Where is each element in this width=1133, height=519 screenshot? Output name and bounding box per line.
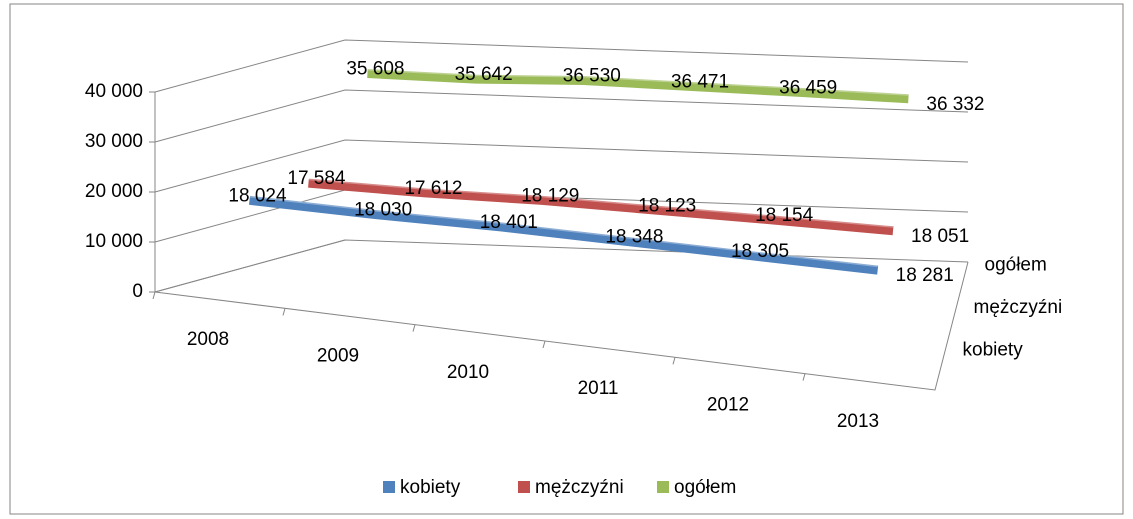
x-tick-label: 2010	[447, 362, 489, 383]
data-label: 18 123	[638, 195, 696, 216]
data-label: 18 401	[480, 212, 538, 233]
series-ribbon-edge	[249, 195, 878, 268]
series-ribbon	[308, 178, 894, 236]
data-label: 18 305	[731, 241, 789, 262]
data-label: 35 608	[346, 59, 404, 80]
y-tick-label: 20 000	[85, 181, 143, 202]
x-tick	[542, 340, 546, 349]
x-tick	[282, 308, 286, 316]
x-tick-label: 2012	[707, 395, 749, 416]
data-label: 36 471	[671, 72, 729, 93]
data-label: 36 332	[926, 94, 984, 115]
y-tick-label: 0	[132, 281, 143, 302]
x-tick	[802, 373, 806, 381]
legend-swatch	[383, 481, 395, 493]
data-label: 17 612	[404, 178, 462, 199]
data-label: 36 459	[779, 77, 837, 98]
x-tick-label: 2008	[187, 329, 229, 350]
data-label: 18 129	[521, 185, 579, 206]
chart-border	[9, 3, 1124, 515]
data-label: 35 642	[455, 64, 513, 85]
data-label: 18 281	[896, 265, 954, 286]
depth-tick-label: kobiety	[963, 340, 1024, 361]
data-label: 18 154	[755, 205, 814, 226]
data-label: 18 030	[354, 200, 412, 221]
y-tick-label: 10 000	[85, 231, 143, 252]
grid-line	[154, 39, 969, 93]
legend-label: mężczyźni	[535, 477, 624, 498]
data-label: 18 024	[228, 185, 287, 206]
grid-line	[154, 139, 969, 193]
series-ribbon	[248, 195, 879, 275]
x-tick-label: 2011	[578, 378, 619, 399]
grid-line	[154, 89, 969, 143]
data-label: 18 051	[911, 226, 969, 247]
x-tick	[672, 357, 676, 365]
y-tick-label: 30 000	[85, 131, 143, 152]
data-label: 36 530	[563, 65, 621, 86]
legend-swatch	[657, 481, 669, 493]
legend-swatch	[518, 481, 530, 493]
legend-label: kobiety	[400, 477, 461, 498]
x-tick-label: 2009	[317, 346, 359, 367]
data-label: 17 584	[287, 168, 346, 189]
data-label: 18 348	[605, 226, 663, 247]
depth-tick-label: mężczyźni	[974, 297, 1063, 318]
series-ribbon	[367, 69, 909, 104]
x-tick	[412, 324, 416, 332]
depth-tick-label: ogółem	[985, 254, 1047, 275]
y-tick-label: 40 000	[85, 81, 143, 102]
legend-label: ogółem	[674, 477, 736, 498]
series-ribbon-edge	[308, 178, 894, 228]
x-tick	[152, 291, 156, 300]
x-tick-label: 2013	[837, 411, 879, 432]
series-ribbon-edge	[367, 68, 909, 96]
